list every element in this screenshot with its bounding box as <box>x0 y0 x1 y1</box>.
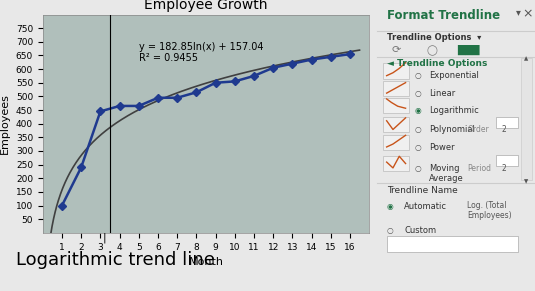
FancyBboxPatch shape <box>384 81 409 96</box>
Text: y = 182.85ln(x) + 157.04
R² = 0.9455: y = 182.85ln(x) + 157.04 R² = 0.9455 <box>139 42 263 63</box>
FancyBboxPatch shape <box>384 117 409 132</box>
FancyBboxPatch shape <box>495 155 518 166</box>
Text: Order: Order <box>467 125 489 134</box>
FancyBboxPatch shape <box>384 135 409 150</box>
Text: ○: ○ <box>415 143 422 152</box>
Text: ◉: ◉ <box>387 202 393 211</box>
Text: ◯: ◯ <box>427 45 438 56</box>
FancyBboxPatch shape <box>387 236 518 252</box>
Text: Logarithmic trend line: Logarithmic trend line <box>16 251 215 269</box>
Text: Moving
Average: Moving Average <box>429 164 464 183</box>
Text: Format Trendline: Format Trendline <box>387 9 500 22</box>
Text: ◉: ◉ <box>415 106 422 115</box>
Text: Trendline Name: Trendline Name <box>387 186 457 195</box>
X-axis label: Month: Month <box>188 257 224 267</box>
Text: Polynomial: Polynomial <box>429 125 475 134</box>
Text: Automatic: Automatic <box>404 202 447 211</box>
Text: ○: ○ <box>415 71 422 80</box>
Text: 2: 2 <box>502 164 507 173</box>
Text: Log. (Total
Employees): Log. (Total Employees) <box>467 201 512 220</box>
Text: ▾: ▾ <box>516 7 521 17</box>
Y-axis label: Employees: Employees <box>1 93 10 154</box>
Text: ×: × <box>522 7 532 20</box>
Text: 2: 2 <box>502 125 507 134</box>
Text: Exponential: Exponential <box>429 71 479 80</box>
Title: Employee Growth: Employee Growth <box>144 0 268 12</box>
Text: ○: ○ <box>415 125 422 134</box>
Text: |: | <box>103 232 106 243</box>
Text: Trendline Options  ▾: Trendline Options ▾ <box>387 33 481 42</box>
Text: ○: ○ <box>415 164 422 173</box>
FancyBboxPatch shape <box>384 63 409 79</box>
Text: Power: Power <box>429 143 455 152</box>
FancyBboxPatch shape <box>384 98 409 113</box>
Text: ▼: ▼ <box>524 179 529 184</box>
Text: ▲: ▲ <box>524 57 529 62</box>
Text: ◄ Trendline Options: ◄ Trendline Options <box>387 59 487 68</box>
Text: Custom: Custom <box>404 226 436 235</box>
Text: ███: ███ <box>457 45 480 55</box>
Text: ⟳: ⟳ <box>392 45 401 55</box>
Text: Period: Period <box>467 164 491 173</box>
FancyBboxPatch shape <box>521 58 532 180</box>
Text: Logarithmic: Logarithmic <box>429 106 479 115</box>
Text: ○: ○ <box>415 89 422 98</box>
Text: ○: ○ <box>387 226 393 235</box>
FancyBboxPatch shape <box>384 156 409 171</box>
Text: Linear: Linear <box>429 89 455 98</box>
FancyBboxPatch shape <box>495 117 518 128</box>
